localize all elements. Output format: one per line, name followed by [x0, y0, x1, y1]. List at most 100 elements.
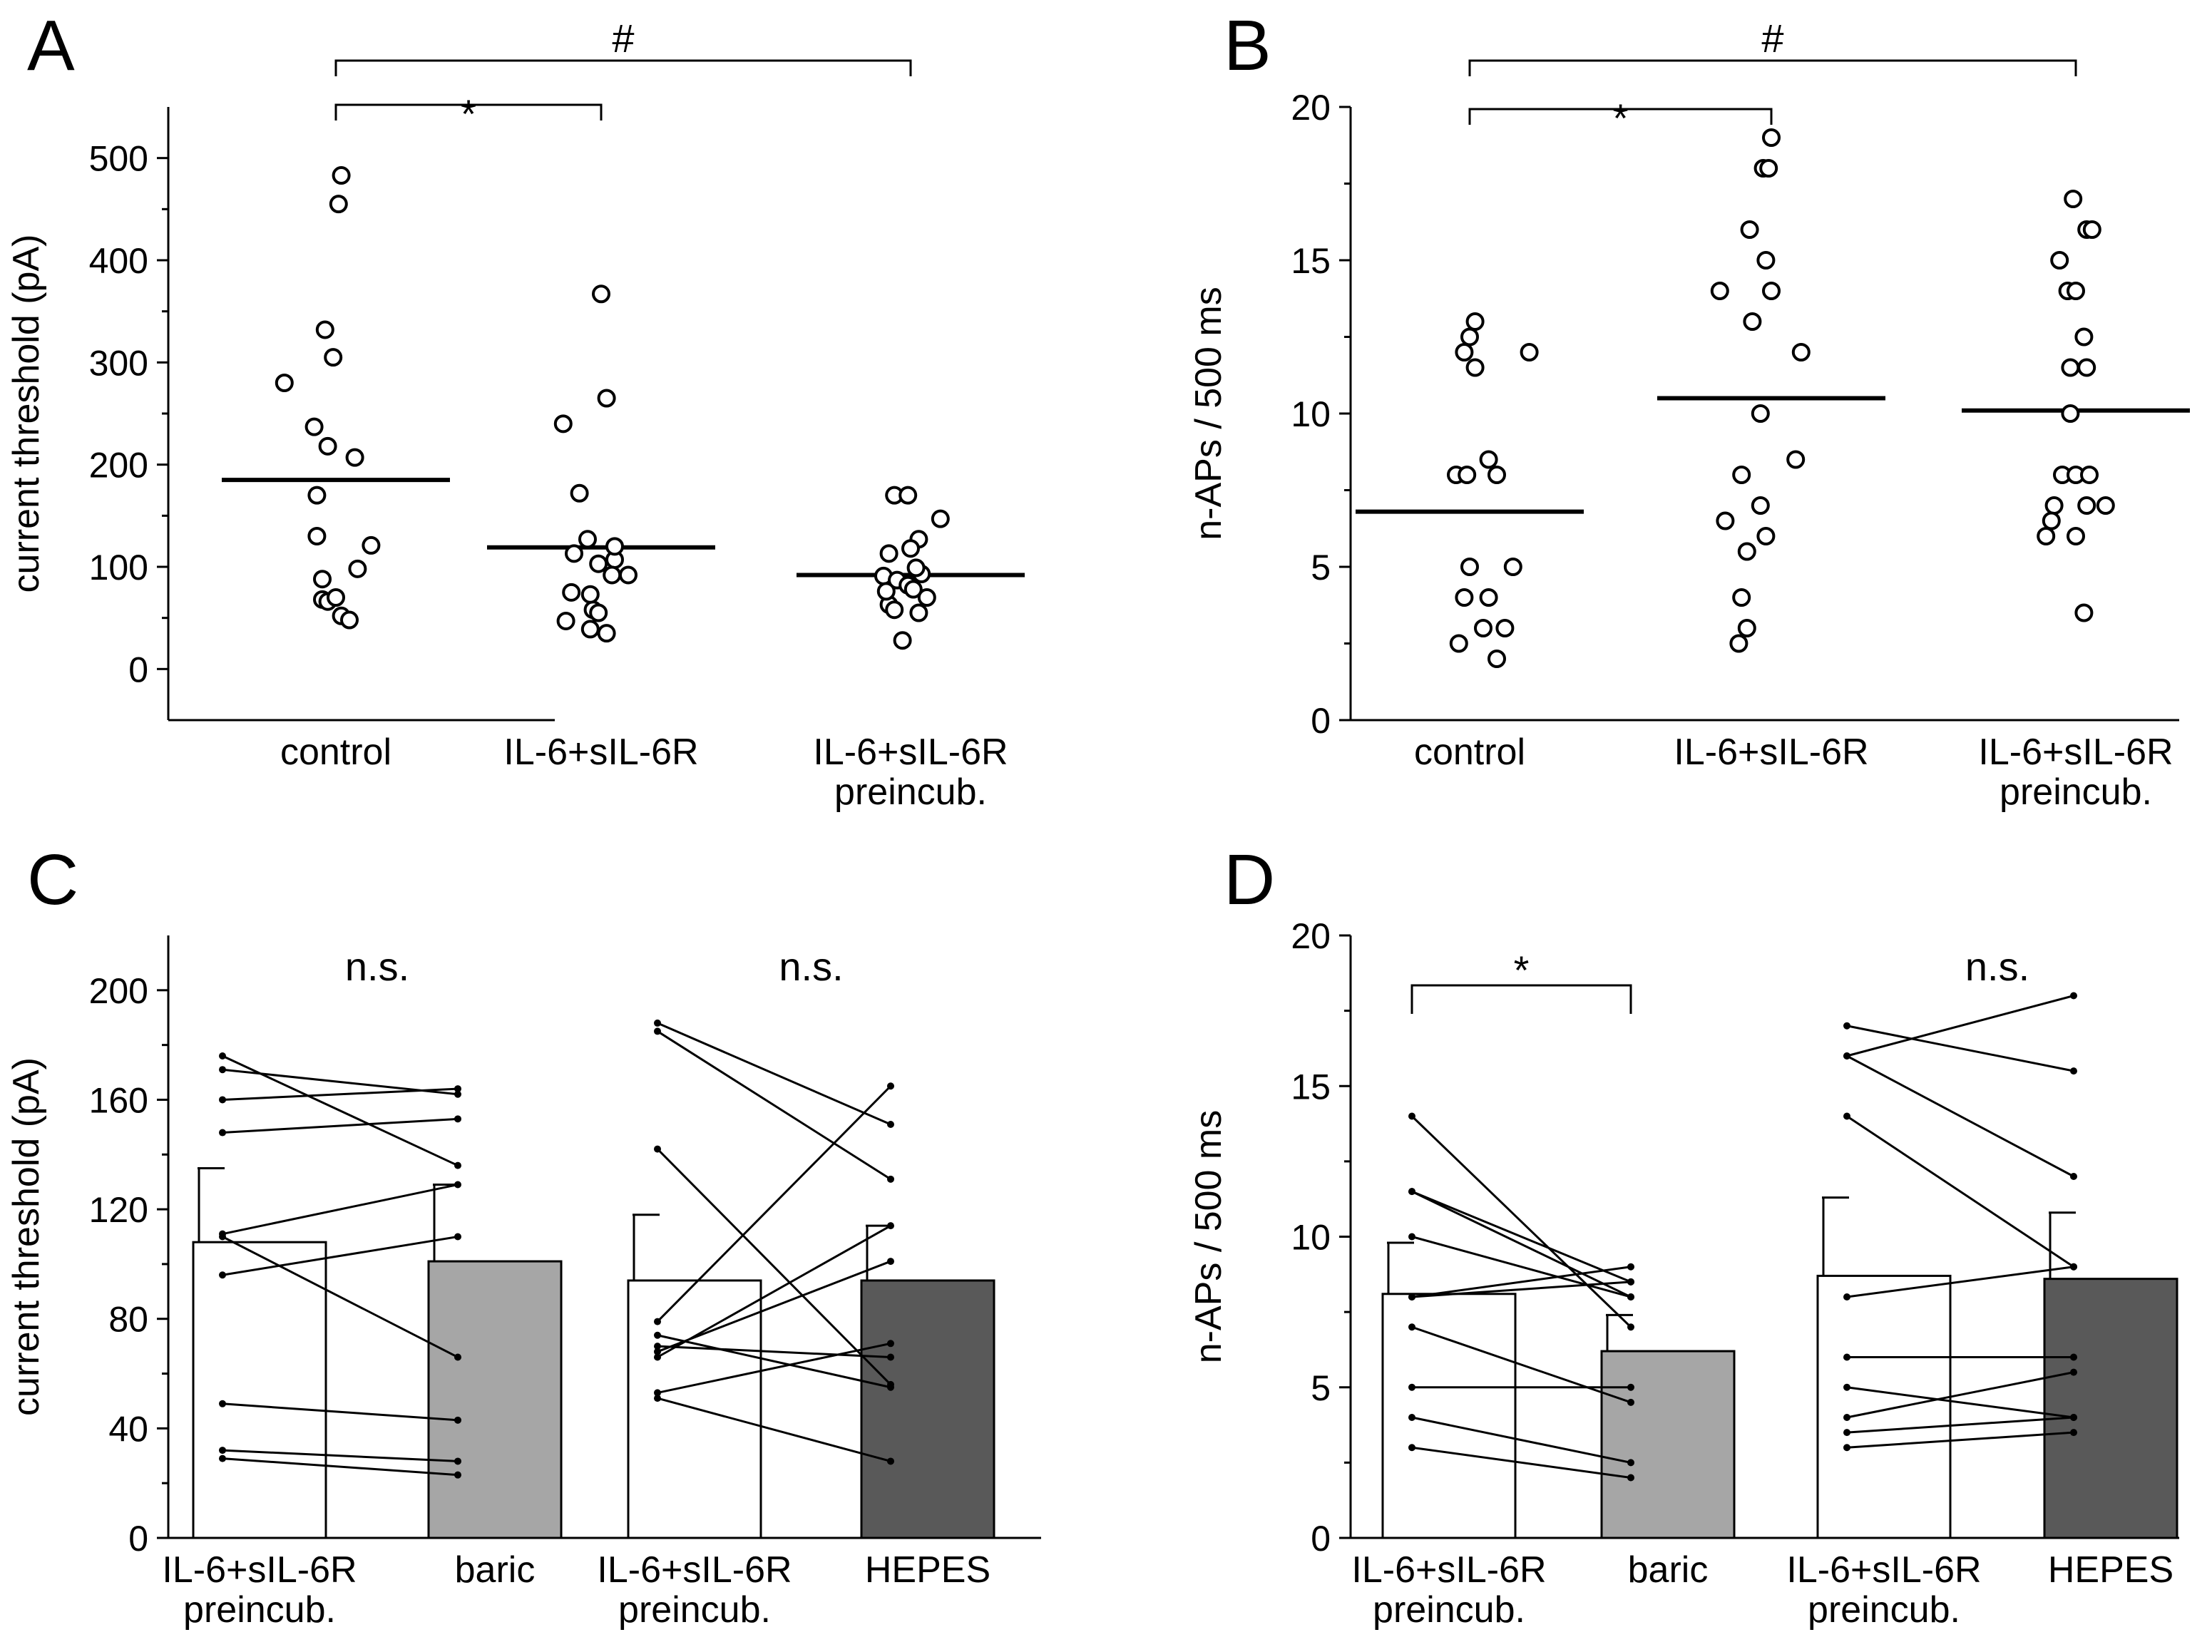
panel-d-pair-line: [1410, 1115, 1632, 1328]
panel-d-ytick-label: 10: [1291, 1218, 1331, 1258]
panel-d-y-axis-label: n-APs / 500 ms: [1188, 1110, 1229, 1363]
panel-a-significance-label: #: [612, 16, 634, 61]
panel-a-y-axis-label: current threshold (pA): [6, 235, 47, 593]
panel-a-data-point: [313, 570, 332, 589]
panel-a-data-point: [307, 486, 327, 505]
panel-a-data-point: [318, 436, 337, 456]
panel-a-data-point: [304, 417, 324, 436]
panel-b-data-point: [1751, 404, 1770, 423]
panel-c-pair-line: [657, 1260, 891, 1353]
panel-a-ytick-label: 500: [89, 139, 148, 179]
panel-d-pair-point: [1627, 1278, 1634, 1286]
panel-a: A 0 100 200 300 400 500 current threshold (pA)…: [6, 6, 1025, 813]
panel-b-ytick-label: 10: [1291, 394, 1331, 434]
panel-d-pair-line: [1846, 1025, 2074, 1072]
panel-b-data-point: [1474, 619, 1492, 637]
panel-c-pair-point: [887, 1340, 894, 1348]
panel-c-ytick-label: 200: [89, 971, 148, 1011]
panel-d-pair-point: [1843, 1444, 1850, 1452]
panel-c-ytick-label: 40: [108, 1409, 148, 1449]
panel-a-data-point: [898, 486, 918, 505]
panel-a-data-point: [619, 565, 638, 585]
panel-c-pair-line: [222, 1236, 459, 1276]
panel-a-data-point: [903, 580, 923, 599]
panel-c-category-label: preincub.: [618, 1589, 771, 1631]
panel-a-data-point: [570, 483, 589, 503]
panel-b-data-point: [1732, 466, 1751, 484]
panel-a-data-point: [597, 389, 616, 408]
panel-d-pair-line: [1846, 995, 2074, 1057]
panel-b-data-point: [1449, 634, 1468, 653]
panel-a-letter: A: [27, 6, 75, 86]
panel-c-pair-point: [219, 1455, 226, 1462]
panel-b-data-point: [1737, 619, 1756, 637]
panel-d-pair-line: [1846, 1416, 2074, 1434]
panel-d-pair-line: [1411, 1190, 1632, 1298]
panel-a-data-point: [562, 583, 581, 602]
panel-d-category-label: IL-6+sIL-6R: [1351, 1549, 1546, 1591]
panel-a-data-point: [885, 600, 904, 620]
panel-d-pair-point: [1843, 1112, 1850, 1120]
panel-d-pair-line: [1846, 1386, 2074, 1419]
panel-b-category-label: IL-6+sIL-6R: [1674, 732, 1868, 773]
panel-c-pair-line: [657, 1342, 891, 1394]
panel-d-ytick-label: 5: [1311, 1368, 1331, 1408]
panel-b-data-point: [2067, 527, 2085, 545]
panel-a-data-point: [332, 166, 351, 185]
panel-b-data-point: [1460, 327, 1479, 347]
panel-a-data-point: [876, 582, 896, 601]
panel-d-pair-point: [1408, 1383, 1415, 1391]
panel-c-pair-line: [657, 1030, 891, 1181]
panel-a-data-point: [917, 588, 936, 607]
panel-d-pair-point: [1627, 1398, 1634, 1406]
panel-c-pair-point: [219, 1233, 226, 1241]
panel-c-category-label: HEPES: [865, 1549, 990, 1591]
panel-a-ytick-label: 300: [89, 343, 148, 383]
panel-c-bar: [192, 1241, 327, 1539]
panel-a-data-point: [893, 631, 912, 650]
panel-b-significance-label: #: [1761, 16, 1783, 61]
panel-c-pair-point: [454, 1161, 461, 1169]
panel-d-pair-line: [1846, 1266, 2074, 1298]
panel-a-significance-bracket: [334, 59, 912, 76]
panel-d-bar: [2043, 1278, 2178, 1539]
panel-d-pair-point: [1408, 1414, 1415, 1421]
panel-d-pair-point: [1408, 1323, 1415, 1331]
panel-c-letter: C: [27, 840, 78, 920]
panel-b-data-point: [1740, 220, 1759, 239]
panel-d-category-label: IL-6+sIL-6R: [1786, 1549, 1981, 1591]
panel-c-ytick-label: 120: [89, 1190, 148, 1230]
panel-d-bar: [1600, 1350, 1736, 1539]
panel-c-pair-point: [654, 1318, 661, 1325]
panel-b-data-point: [2074, 327, 2094, 347]
panel-b-data-point: [1732, 588, 1751, 607]
panel-a-category-label: preincub.: [834, 771, 987, 813]
panel-a-data-point: [589, 554, 608, 573]
panel-d-ytick-label: 15: [1291, 1067, 1331, 1107]
panel-c-pair-point: [219, 1096, 226, 1104]
panel-b-data-point: [1488, 650, 1506, 668]
panel-d-pair-point: [1408, 1293, 1415, 1300]
panel-b-data-point: [2077, 496, 2096, 515]
panel-b: B 0 5 10 15 20 n-APs / 500 ms control IL-6+sIL-…: [1188, 6, 2190, 813]
panel-b-data-point: [2077, 358, 2096, 377]
panel-c-pair-point: [454, 1471, 461, 1479]
panel-c-pair-point: [654, 1343, 661, 1350]
panel-a-data-point: [307, 527, 327, 545]
panel-d-pair-point: [2070, 1353, 2077, 1361]
panel-b-data-point: [1455, 588, 1474, 607]
panel-b-data-point: [2050, 251, 2069, 270]
panel-c-pair-point: [454, 1085, 461, 1093]
panel-d-pair-point: [2070, 1414, 2077, 1421]
panel-b-data-point: [1786, 450, 1806, 469]
panel-d-pair-line: [1411, 1236, 1632, 1298]
panel-c-pair-point: [219, 1271, 226, 1279]
panel-c-pair-point: [219, 1447, 226, 1455]
panel-d-ytick-label: 0: [1311, 1519, 1331, 1559]
panel-c-pair-point: [654, 1027, 661, 1035]
panel-c-pair-point: [654, 1145, 661, 1153]
panel-c-category-label: preincub.: [183, 1589, 336, 1631]
panel-a-data-point: [580, 585, 600, 604]
panel-b-category-label: preincub.: [1999, 771, 2152, 813]
